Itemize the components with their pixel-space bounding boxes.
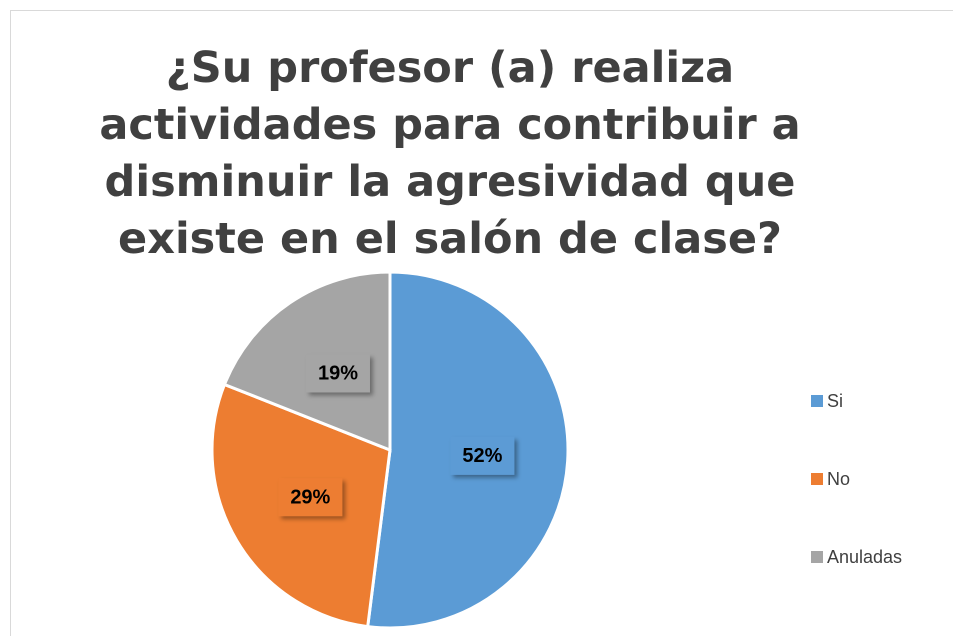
legend-swatch (811, 395, 823, 407)
legend-label: Anuladas (827, 547, 902, 567)
value-label: 52% (462, 445, 502, 467)
chart-frame (10, 10, 953, 636)
value-label-box (450, 436, 515, 475)
legend-swatch (811, 551, 823, 563)
value-label-box (278, 478, 343, 517)
value-label: 29% (290, 486, 330, 508)
legend-label: No (827, 469, 850, 489)
value-label: 19% (318, 363, 358, 385)
legend-swatch (811, 473, 823, 485)
value-label-box (305, 354, 370, 393)
legend-label: Si (827, 391, 843, 411)
chart-title: ¿Su profesor (a) realiza actividades par… (99, 43, 801, 264)
